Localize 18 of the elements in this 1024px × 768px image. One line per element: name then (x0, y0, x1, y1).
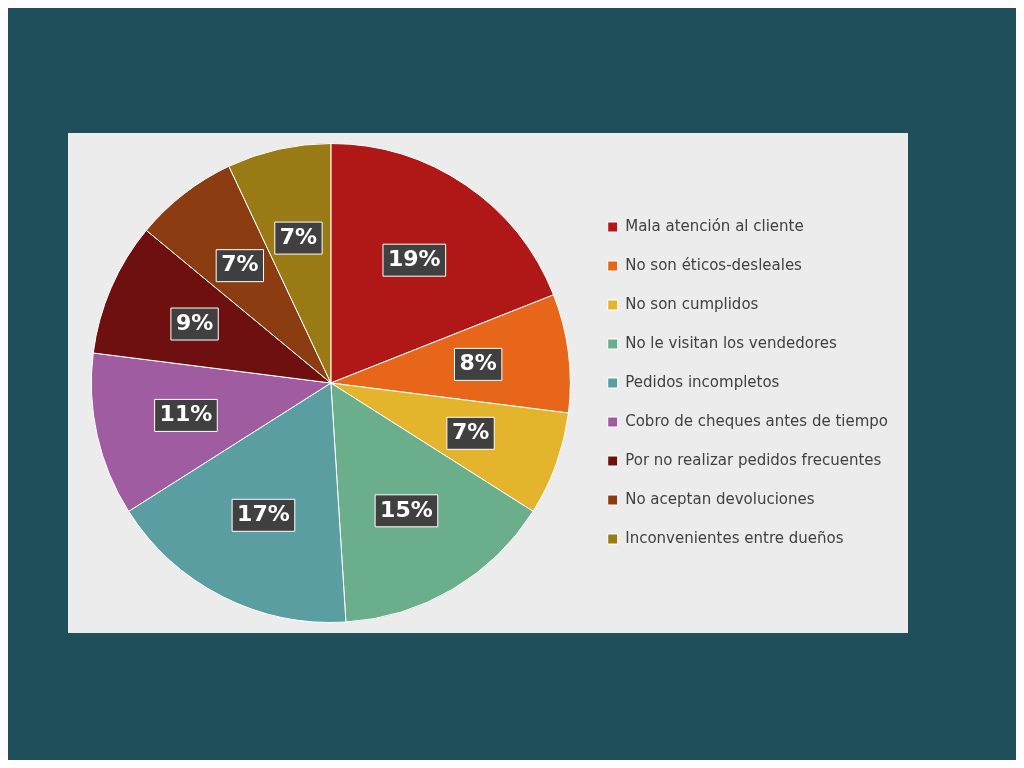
legend-label: No le visitan los vendedores (625, 333, 837, 352)
legend-label: Por no realizar pedidos frecuentes (625, 450, 882, 469)
legend-label: No aceptan devoluciones (625, 489, 815, 508)
legend-label: Cobro de cheques antes de tiempo (625, 411, 888, 430)
data-label: 7% (451, 419, 490, 445)
legend-label: Pedidos incompletos (625, 372, 780, 391)
data-label: 11% (159, 401, 213, 427)
data-label: 19% (387, 245, 441, 271)
legend-label: Mala atención al cliente (625, 216, 804, 235)
data-label: 17% (237, 501, 290, 527)
data-label: 8% (459, 350, 497, 376)
legend-label: No son cumplidos (625, 294, 759, 313)
legend-label: Inconvenientes entre dueños (625, 528, 844, 547)
legend-label: No son éticos-desleales (625, 255, 803, 274)
data-label: 15% (380, 496, 433, 522)
data-label: 9% (175, 309, 214, 335)
data-label: 7% (221, 251, 259, 277)
data-label: 7% (279, 223, 318, 249)
